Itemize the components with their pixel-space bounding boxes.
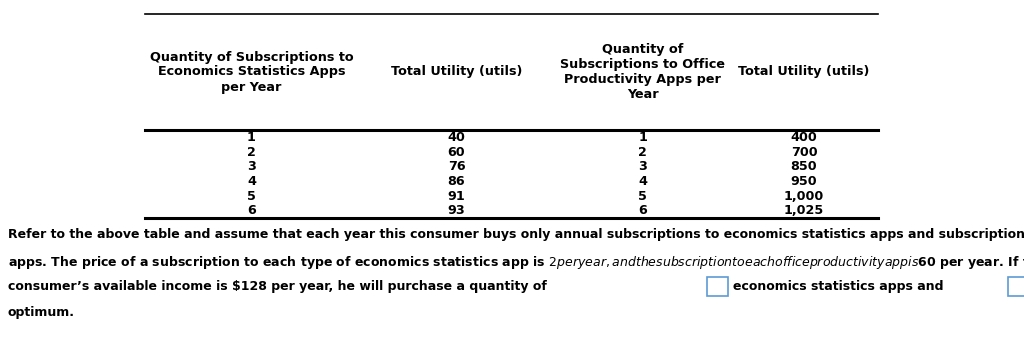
Text: 40: 40 <box>447 131 466 144</box>
Text: economics statistics apps and: economics statistics apps and <box>733 280 943 293</box>
Bar <box>708 278 728 296</box>
Text: optimum.: optimum. <box>8 306 75 319</box>
Text: 60: 60 <box>447 145 465 158</box>
Text: 91: 91 <box>447 189 465 202</box>
Text: 76: 76 <box>447 160 465 173</box>
Text: apps. The price of a subscription to each type of economics statistics app is $2: apps. The price of a subscription to eac… <box>8 254 1024 271</box>
Text: 850: 850 <box>791 160 817 173</box>
Text: 3: 3 <box>247 160 256 173</box>
Text: Total Utility (utils): Total Utility (utils) <box>391 66 522 78</box>
Text: 5: 5 <box>638 189 647 202</box>
Text: 400: 400 <box>791 131 817 144</box>
Text: 93: 93 <box>447 204 465 217</box>
Text: 6: 6 <box>638 204 647 217</box>
Text: 2: 2 <box>638 145 647 158</box>
Text: 6: 6 <box>247 204 256 217</box>
Text: 1,025: 1,025 <box>784 204 824 217</box>
Text: Quantity of
Subscriptions to Office
Productivity Apps per
Year: Quantity of Subscriptions to Office Prod… <box>560 43 725 101</box>
Text: 1: 1 <box>247 131 256 144</box>
Text: consumer’s available income is $128 per year, he will purchase a quantity of: consumer’s available income is $128 per … <box>8 280 547 293</box>
Text: 5: 5 <box>247 189 256 202</box>
Text: 1: 1 <box>638 131 647 144</box>
Text: 4: 4 <box>638 175 647 188</box>
Text: 950: 950 <box>791 175 817 188</box>
Bar <box>1009 278 1024 296</box>
Text: 3: 3 <box>638 160 647 173</box>
Text: 2: 2 <box>247 145 256 158</box>
Text: 4: 4 <box>247 175 256 188</box>
Text: 700: 700 <box>791 145 817 158</box>
Text: Quantity of Subscriptions to
Economics Statistics Apps
per Year: Quantity of Subscriptions to Economics S… <box>150 50 353 94</box>
Text: 86: 86 <box>447 175 465 188</box>
Text: 1,000: 1,000 <box>784 189 824 202</box>
Text: Refer to the above table and assume that each year this consumer buys only annua: Refer to the above table and assume that… <box>8 228 1024 241</box>
Text: Total Utility (utils): Total Utility (utils) <box>738 66 869 78</box>
